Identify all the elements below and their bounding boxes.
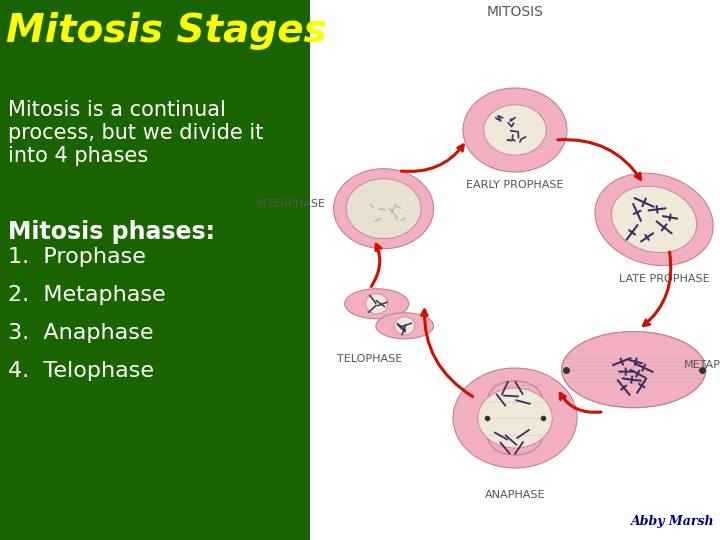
Ellipse shape xyxy=(611,186,697,253)
Ellipse shape xyxy=(487,417,542,455)
Ellipse shape xyxy=(345,289,409,319)
Bar xyxy=(0,0,310,540)
Ellipse shape xyxy=(376,313,433,339)
Ellipse shape xyxy=(463,88,567,172)
Ellipse shape xyxy=(487,381,542,419)
Text: into 4 phases: into 4 phases xyxy=(8,146,148,166)
Ellipse shape xyxy=(562,332,706,408)
Ellipse shape xyxy=(595,173,714,266)
Text: 1.  Prophase: 1. Prophase xyxy=(8,247,146,267)
Text: EARLY PROPHASE: EARLY PROPHASE xyxy=(467,180,564,190)
Text: 4.  Telophase: 4. Telophase xyxy=(8,361,154,381)
Ellipse shape xyxy=(478,388,552,448)
Text: INTERPHASE: INTERPHASE xyxy=(256,199,325,209)
Ellipse shape xyxy=(484,105,546,155)
Ellipse shape xyxy=(333,168,433,249)
Ellipse shape xyxy=(346,179,421,239)
Ellipse shape xyxy=(453,368,577,468)
Ellipse shape xyxy=(395,317,415,335)
Ellipse shape xyxy=(366,294,387,314)
Text: Abby Marsh: Abby Marsh xyxy=(631,515,715,528)
Text: MITOSIS: MITOSIS xyxy=(487,5,544,19)
Text: 2.  Metaphase: 2. Metaphase xyxy=(8,285,166,305)
Text: LATE PROPHASE: LATE PROPHASE xyxy=(618,274,709,285)
Text: TELOPHASE: TELOPHASE xyxy=(337,354,402,364)
Text: 3.  Anaphase: 3. Anaphase xyxy=(8,323,153,343)
Text: METAPHASE: METAPHASE xyxy=(684,360,720,370)
Text: process, but we divide it: process, but we divide it xyxy=(8,123,264,143)
Text: ANAPHASE: ANAPHASE xyxy=(485,490,545,500)
Text: Mitosis is a continual: Mitosis is a continual xyxy=(8,100,226,120)
Text: Mitosis phases:: Mitosis phases: xyxy=(8,220,215,244)
Text: Mitosis Stages: Mitosis Stages xyxy=(6,12,327,50)
Ellipse shape xyxy=(562,332,706,408)
